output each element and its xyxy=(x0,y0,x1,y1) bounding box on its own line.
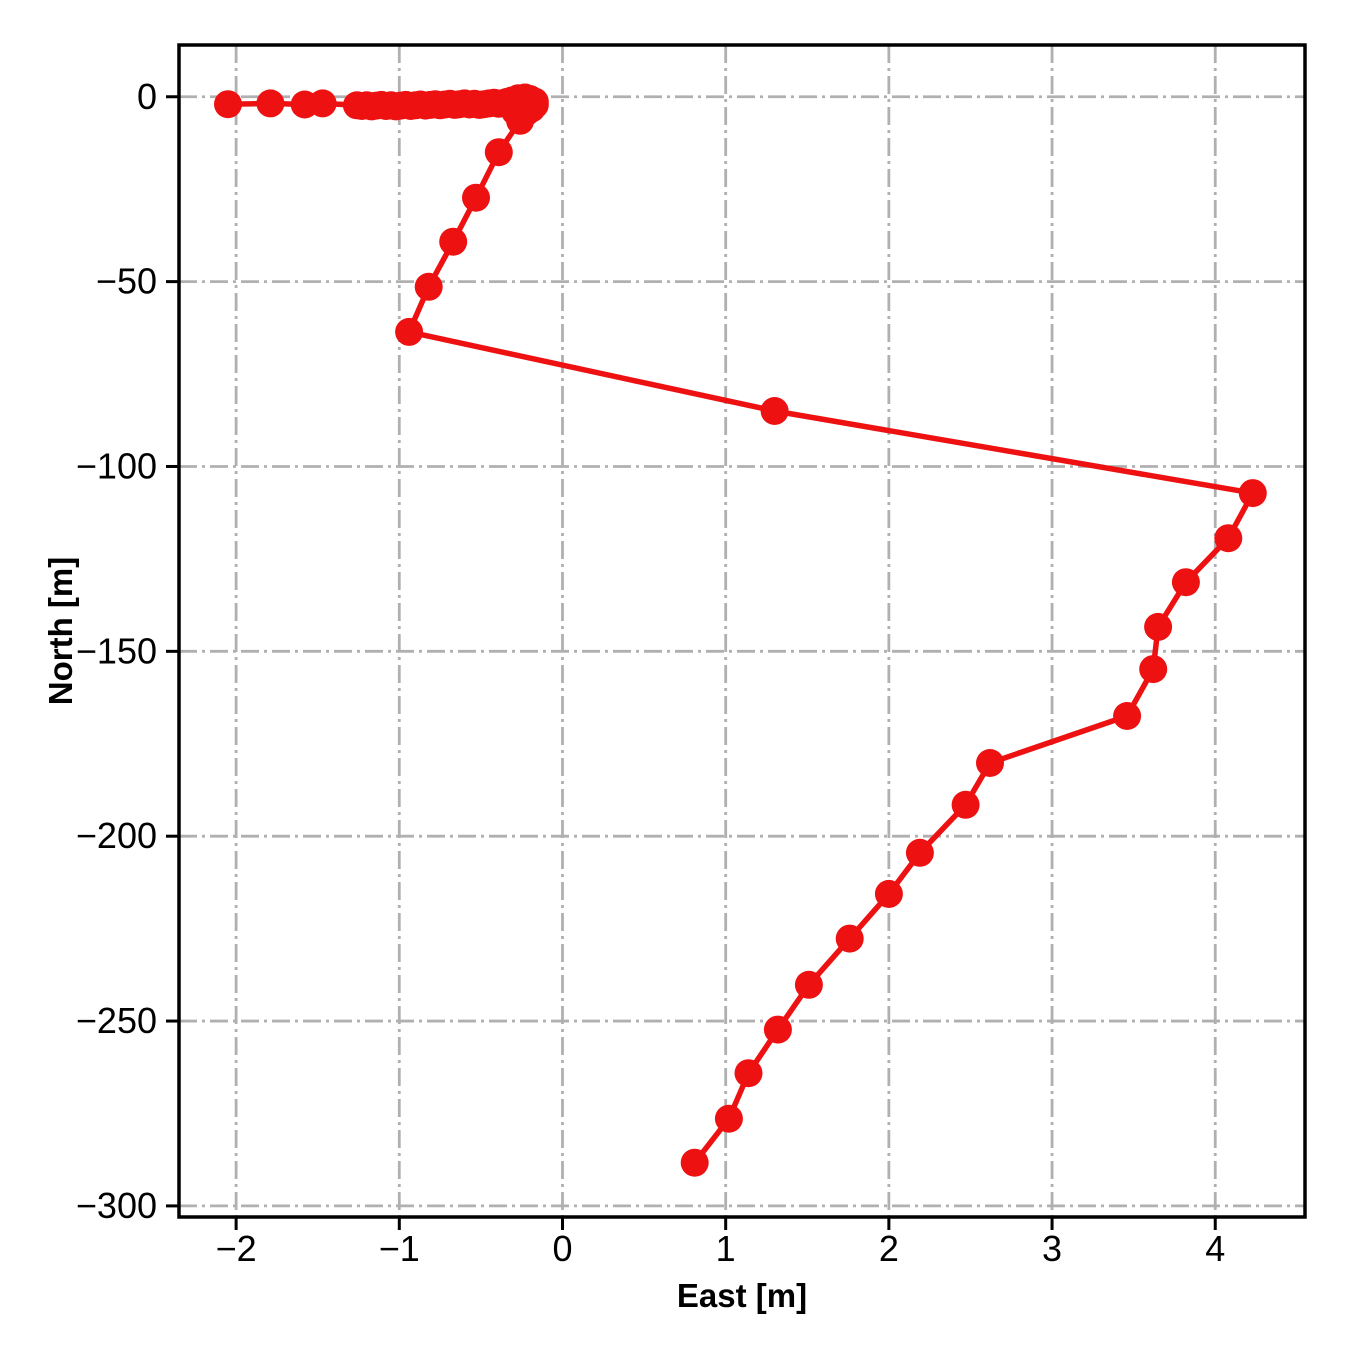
plot-border xyxy=(177,43,1307,1219)
x-axis-label: East [m] xyxy=(677,1277,807,1314)
trajectory-marker xyxy=(763,1015,792,1044)
trajectory-series xyxy=(214,83,1267,1177)
tick-label-layer: −2 −1 0 1 2 3 4 0 −50 −100 −150 −200 −250 −300 xyxy=(76,76,1225,1269)
trajectory-marker xyxy=(484,138,513,167)
x-tick-label: 2 xyxy=(879,1228,899,1269)
trajectory-marker xyxy=(760,397,789,425)
trajectory-marker xyxy=(439,227,468,256)
trajectory-marker xyxy=(414,272,443,301)
trajectory-marker xyxy=(680,1148,709,1177)
trajectory-marker xyxy=(462,183,490,212)
y-tick-label: 0 xyxy=(137,76,157,117)
y-tick-label: −200 xyxy=(76,815,157,856)
y-tick-label: −100 xyxy=(76,445,157,486)
grid-layer xyxy=(179,45,1305,1217)
x-tick-label: 3 xyxy=(1042,1228,1062,1269)
trajectory-marker xyxy=(214,90,242,119)
trajectory-marker xyxy=(794,970,823,999)
trajectory-marker xyxy=(951,790,980,819)
trajectory-marker xyxy=(506,106,535,135)
y-tick-label: −150 xyxy=(76,630,157,671)
x-tick-label: 0 xyxy=(552,1228,572,1269)
y-axis-label: North [m] xyxy=(42,557,79,705)
trajectory-marker xyxy=(976,749,1004,777)
trajectory-marker xyxy=(835,924,864,953)
trajectory-marker xyxy=(905,838,934,867)
y-tick-label: −50 xyxy=(96,261,157,302)
trajectory-marker xyxy=(1113,702,1142,730)
trajectory-marker xyxy=(1144,612,1173,641)
x-tick-label: 4 xyxy=(1205,1228,1225,1269)
trajectory-marker xyxy=(1214,524,1243,553)
x-tick-label: 1 xyxy=(716,1228,736,1269)
trajectory-line xyxy=(225,94,1256,1166)
trajectory-marker xyxy=(1139,655,1168,684)
x-tick-label: −2 xyxy=(216,1228,257,1269)
trajectory-marker xyxy=(256,89,285,118)
trajectory-marker xyxy=(734,1059,763,1088)
tick-layer xyxy=(166,95,1217,1230)
x-tick-label: −1 xyxy=(379,1228,420,1269)
trajectory-marker xyxy=(308,89,337,118)
trajectory-marker xyxy=(1238,479,1267,508)
y-tick-label: −300 xyxy=(76,1185,157,1226)
trajectory-marker xyxy=(874,879,903,908)
y-tick-label: −250 xyxy=(76,1000,157,1041)
trajectory-marker xyxy=(395,317,424,346)
trajectory-marker xyxy=(1171,568,1200,597)
trajectory-marker xyxy=(714,1104,743,1133)
